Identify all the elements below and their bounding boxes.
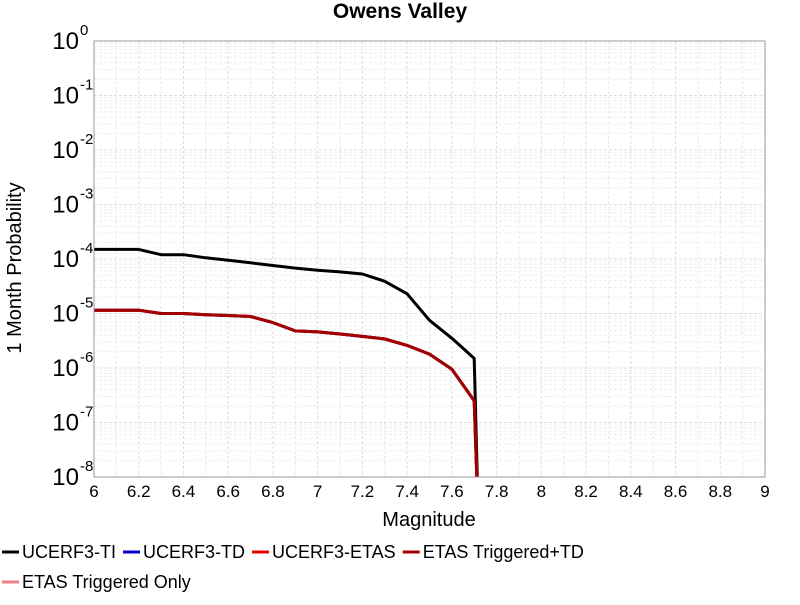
y-tick-label: 10 0 [52, 22, 88, 55]
x-tick-label: 8.4 [619, 482, 643, 501]
x-tick-label: 9 [760, 482, 769, 501]
x-tick-label: 7.8 [485, 482, 509, 501]
y-tick-base: 10 [52, 28, 79, 55]
x-tick-label: 7.6 [440, 482, 464, 501]
y-tick-base: 10 [52, 246, 79, 273]
y-tick-exponent: -8 [80, 458, 93, 475]
y-tick-base: 10 [52, 83, 79, 110]
legend-label: ETAS Triggered+TD [423, 542, 584, 562]
y-tick-label: 10 -4 [52, 240, 93, 273]
y-tick-exponent: -6 [80, 349, 93, 366]
y-tick-exponent: -5 [80, 295, 93, 312]
chart-title: Owens Valley [333, 0, 468, 23]
grid [93, 41, 766, 478]
legend-label: UCERF3-ETAS [272, 542, 396, 562]
legend-item: UCERF3-TI [2, 542, 116, 562]
y-tick-base: 10 [52, 464, 79, 491]
y-tick-base: 10 [52, 301, 79, 328]
y-tick-label: 10 -8 [52, 458, 93, 491]
y-tick-label: 10 -1 [52, 77, 93, 110]
y-tick-label: 10 -2 [52, 131, 93, 164]
x-tick-label: 6 [89, 482, 98, 501]
plot-area-border [93, 40, 766, 478]
x-tick-label: 6.8 [261, 482, 285, 501]
y-tick-label: 10 -7 [52, 404, 93, 437]
legend-label: UCERF3-TD [143, 542, 245, 562]
x-tick-label: 8.2 [574, 482, 598, 501]
x-axis-label: Magnitude [382, 509, 475, 531]
legend-item: ETAS Triggered+TD [402, 542, 584, 562]
series-line-ucerf3-td [94, 308, 479, 477]
y-tick-base: 10 [52, 192, 79, 219]
y-tick-exponent: -2 [80, 131, 93, 148]
legend-item: UCERF3-TD [123, 542, 245, 562]
x-tick-label: 6.6 [216, 482, 240, 501]
y-tick-exponent: -3 [80, 186, 93, 203]
y-tick-exponent: -7 [80, 404, 93, 421]
y-tick-exponent: 0 [80, 22, 88, 39]
series-layer [94, 247, 479, 477]
y-tick-base: 10 [52, 355, 79, 382]
series-line-ucerf3-ti [94, 247, 479, 477]
y-tick-base: 10 [52, 410, 79, 437]
legend-item: UCERF3-ETAS [252, 542, 396, 562]
y-tick-label: 10 -3 [52, 186, 93, 219]
x-tick-label: 8 [537, 482, 546, 501]
legend-label: UCERF3-TI [22, 542, 116, 562]
y-tick-label: 10 -5 [52, 295, 93, 328]
legend: UCERF3-TI UCERF3-TD UCERF3-ETAS ETAS Trigge… [2, 542, 584, 592]
legend-label: ETAS Triggered Only [22, 572, 191, 592]
x-tick-label: 6.2 [127, 482, 151, 501]
x-tick-label: 8.8 [708, 482, 732, 501]
x-tick-label: 7 [313, 482, 322, 501]
x-tick-label: 8.6 [664, 482, 688, 501]
series-line-ucerf3-etas [94, 308, 479, 477]
x-tick-label: 7.2 [351, 482, 375, 501]
y-axis-label: 1 Month Probability [4, 182, 26, 353]
y-tick-exponent: -4 [80, 240, 93, 257]
series-line-etas-triggered-td [94, 308, 479, 477]
y-tick-exponent: -1 [80, 77, 93, 94]
x-tick-label: 6.4 [172, 482, 196, 501]
y-tick-base: 10 [52, 137, 79, 164]
x-tick-labels: 6 6.2 6.4 6.6 6.8 7 7.2 7.4 7.6 7.8 8 8.2 8.4 8.6 8.8 9 [89, 482, 769, 501]
x-tick-label: 7.4 [395, 482, 419, 501]
legend-item: ETAS Triggered Only [2, 572, 191, 592]
y-tick-label: 10 -6 [52, 349, 93, 382]
